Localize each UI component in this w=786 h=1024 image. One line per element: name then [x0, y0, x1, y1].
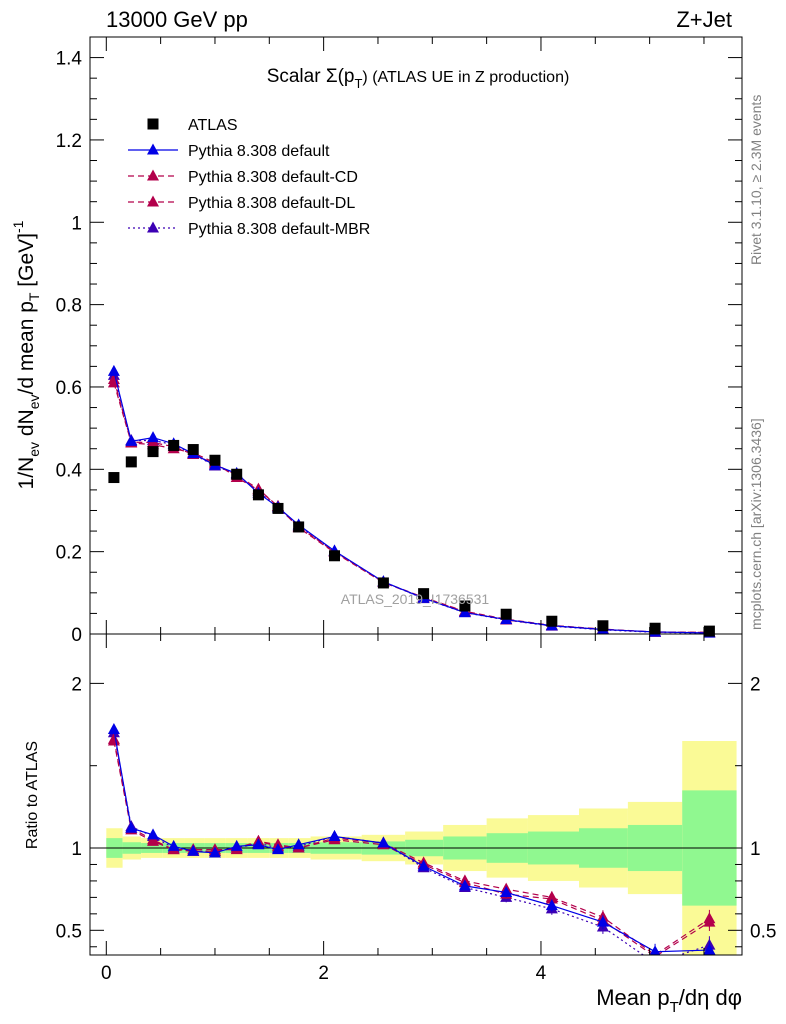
main-axes: 0 0.2 0.4 0.6 0.8 1 1.2 1.4: [56, 37, 742, 646]
ratio-point: [167, 839, 180, 851]
ratio-y-tick-label: 2: [71, 674, 82, 695]
data-point: [187, 444, 199, 456]
data-point: [209, 454, 221, 466]
ratio-point: [458, 879, 471, 891]
data-point: [703, 625, 715, 637]
main-panel: 0 0.2 0.4 0.6 0.8 1 1.2 1.4 Scalar Σ(pT) (ATLAS…: [10, 36, 743, 646]
legend-label: ATLAS: [188, 117, 238, 134]
ratio-point: [292, 838, 305, 850]
ratio-point: [703, 912, 716, 924]
data-point: [597, 620, 609, 632]
data-point: [418, 588, 430, 600]
data-point: [329, 550, 340, 562]
legend: ATLAS Pythia 8.308 default Pythia 8.308 de…: [128, 117, 370, 238]
ratio-point: [230, 839, 243, 851]
ratio-point: [271, 843, 284, 855]
ratio-y-axis-label: Ratio to ATLAS: [24, 741, 41, 849]
mcplots-label: mcplots.cern.ch [arXiv:1306.3436]: [748, 418, 764, 630]
y-tick-label: 0.2: [56, 543, 82, 564]
ratio-point: [377, 836, 390, 848]
ratio-point: [417, 859, 430, 871]
ratio-plot-area: [107, 722, 716, 968]
legend-marker: [147, 221, 159, 233]
main-plot-area: [107, 364, 716, 638]
ratio-point: [703, 943, 716, 955]
data-point: [125, 434, 138, 446]
watermark: ATLAS_2019_I1736531: [341, 591, 490, 607]
data-point: [125, 456, 137, 468]
y-tick-label: 1.4: [56, 49, 83, 70]
ratio-point: [649, 957, 661, 968]
data-point: [147, 446, 159, 458]
y-tick-label: 1.2: [56, 131, 82, 152]
y-tick-label: 1: [71, 213, 82, 234]
legend-item: Pythia 8.308 default: [128, 143, 330, 160]
data-point: [168, 439, 180, 451]
ratio-y-tick-label-right: 0.5: [750, 921, 776, 942]
ratio-point: [649, 945, 661, 955]
ratio-point: [500, 885, 513, 897]
data-point: [108, 472, 120, 484]
data-point: [272, 502, 284, 514]
x-tick-label: 2: [318, 963, 329, 984]
x-axis-label: Mean pT/dη dφ: [596, 985, 742, 1016]
data-point: [377, 577, 389, 589]
legend-item: Pythia 8.308 default-DL: [128, 195, 355, 212]
data-point: [147, 431, 160, 443]
x-tick-label: 4: [536, 963, 547, 984]
ratio-axes: 0.5 0.5 1 1 2 2 0 2 4: [56, 634, 776, 984]
chart-title: Scalar Σ(pT) (ATLAS UE in Z production): [267, 66, 570, 91]
ratio-point: [596, 915, 609, 927]
legend-item: ATLAS: [147, 117, 238, 134]
ratio-point: [187, 844, 200, 856]
y-tick-label: 0.4: [56, 460, 83, 481]
legend-label: Pythia 8.308 default: [188, 143, 330, 160]
ratio-y-tick-label-right: 1: [750, 839, 761, 860]
data-point: [458, 606, 471, 618]
data-point: [231, 468, 243, 480]
header-right: Z+Jet: [676, 7, 732, 32]
legend-marker: [147, 169, 159, 181]
legend-label: Pythia 8.308 default-DL: [188, 195, 355, 212]
ratio-point: [107, 732, 120, 744]
ratio-y-tick-label: 1: [71, 839, 82, 860]
legend-label: Pythia 8.308 default-CD: [188, 169, 358, 186]
ratio-series-pythia-8-308-default: [107, 722, 716, 955]
data-point: [293, 521, 305, 533]
ratio-point: [545, 890, 558, 902]
legend-item: Pythia 8.308 default-CD: [128, 169, 358, 186]
rivet-label: Rivet 3.1.10, ≥ 2.3M events: [748, 95, 764, 265]
x-tick-label: 0: [101, 963, 112, 984]
y-tick-label: 0: [71, 625, 82, 646]
ratio-point: [147, 828, 160, 840]
data-point: [252, 489, 264, 501]
data-point: [649, 622, 661, 634]
legend-item: Pythia 8.308 default-MBR: [128, 221, 370, 238]
ratio-point: [125, 821, 138, 833]
y-tick-label: 0.8: [56, 296, 82, 317]
legend-marker: [147, 195, 159, 207]
ratio-y-tick-label: 0.5: [56, 921, 82, 942]
legend-marker: [147, 143, 159, 155]
ratio-uncertainty-bands: [90, 741, 742, 955]
ratio-panel: 0.5 0.5 1 1 2 2 0 2 4 Ratio to ATLAS Mean pT/dη …: [24, 633, 776, 1016]
ratio-point: [328, 829, 341, 841]
legend-marker: [147, 118, 159, 130]
legend-label: Pythia 8.308 default-MBR: [188, 221, 370, 238]
data-point: [107, 364, 120, 376]
data-point: [459, 600, 471, 612]
ratio-point: [545, 899, 558, 911]
ratio-point: [208, 846, 221, 858]
ratio-point: [107, 722, 120, 734]
ratio-y-tick-label-right: 2: [750, 674, 761, 695]
data-point: [546, 615, 558, 627]
y-tick-label: 0.6: [56, 378, 82, 399]
header-left: 13000 GeV pp: [106, 7, 248, 32]
ratio-point: [252, 838, 265, 850]
series-atlas: [108, 439, 715, 637]
data-point: [500, 608, 512, 620]
ratio-frame: [89, 633, 743, 956]
main-y-axis-label: 1/Nev dNev/d mean pT [GeV]-1: [10, 220, 42, 489]
